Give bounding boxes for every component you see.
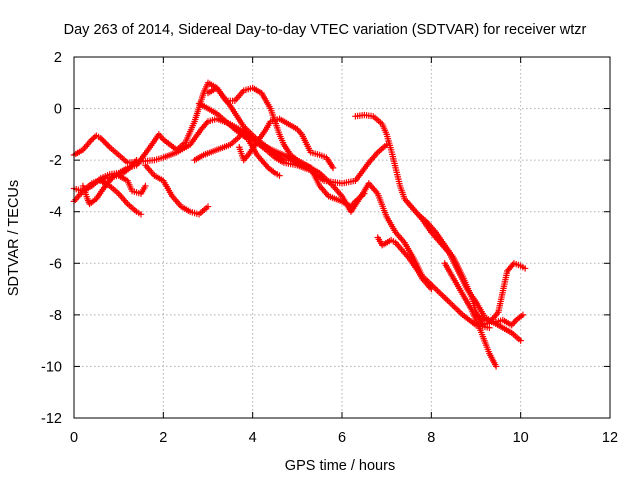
tick-layer: 0 2 4 6 8 10 12 2 0 -2 -4 -6 -8 -10 -12: [41, 50, 618, 446]
series-arc-13: [405, 200, 529, 329]
x-tick-label: 10: [513, 430, 529, 446]
y-axis-label: SDTVAR / TECUs: [6, 180, 22, 296]
plus-markers: [195, 100, 283, 179]
series-arc-15: [472, 311, 527, 329]
y-tick-label: 2: [54, 50, 62, 66]
x-tick-label: 12: [602, 430, 618, 446]
y-tick-label: -10: [41, 359, 62, 375]
chart-title: Day 263 of 2014, Sidereal Day-to-day VTE…: [64, 22, 587, 38]
x-axis-label: GPS time / hours: [285, 458, 395, 474]
series-arc-8: [195, 100, 283, 179]
series-arc-12: [374, 234, 435, 293]
grid-layer: [74, 57, 610, 418]
y-tick-label: -2: [49, 153, 62, 169]
series-arc-4: [79, 156, 140, 208]
y-tick-label: 0: [54, 102, 62, 118]
plus-markers: [204, 84, 368, 210]
y-tick-label: -8: [49, 308, 62, 324]
y-tick-label: -12: [41, 411, 62, 427]
series-arc-5: [97, 177, 145, 218]
plus-markers: [79, 156, 140, 208]
plus-markers: [405, 200, 529, 329]
y-tick-label: -6: [49, 256, 62, 272]
plus-markers: [374, 234, 435, 293]
series-arc-11: [352, 111, 524, 344]
x-tick-label: 4: [249, 430, 257, 446]
plus-markers: [472, 311, 527, 329]
y-tick-label: -4: [49, 205, 62, 221]
x-tick-label: 2: [159, 430, 167, 446]
plus-markers: [142, 162, 212, 218]
plus-markers: [352, 111, 524, 344]
x-tick-label: 0: [70, 430, 78, 446]
series-arc-9: [204, 84, 368, 210]
plus-markers: [441, 260, 500, 370]
plus-markers: [236, 115, 337, 172]
series-layer: [70, 79, 529, 370]
series-arc-14: [441, 260, 500, 370]
series-arc-6: [142, 162, 212, 218]
x-tick-label: 6: [338, 430, 346, 446]
x-tick-label: 8: [427, 430, 435, 446]
series-arc-10: [236, 115, 337, 172]
plus-markers: [97, 177, 145, 218]
